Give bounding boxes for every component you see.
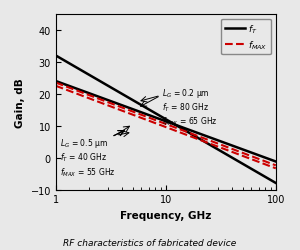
Text: $L_G$ = 0.2 μm
$f_T$ = 80 GHz
$f_{MAX}$ = 65 GHz: $L_G$ = 0.2 μm $f_T$ = 80 GHz $f_{MAX}$ … — [162, 86, 218, 128]
Legend: $f_T$, $f_{MAX}$: $f_T$, $f_{MAX}$ — [221, 20, 271, 55]
Text: $L_G$ = 0.5 μm
$f_T$ = 40 GHz
$f_{MAX}$ = 55 GHz: $L_G$ = 0.5 μm $f_T$ = 40 GHz $f_{MAX}$ … — [60, 136, 116, 178]
Y-axis label: Gain, dB: Gain, dB — [15, 78, 25, 127]
X-axis label: Frequency, GHz: Frequency, GHz — [120, 210, 212, 220]
Text: RF characteristics of fabricated device: RF characteristics of fabricated device — [63, 238, 237, 248]
